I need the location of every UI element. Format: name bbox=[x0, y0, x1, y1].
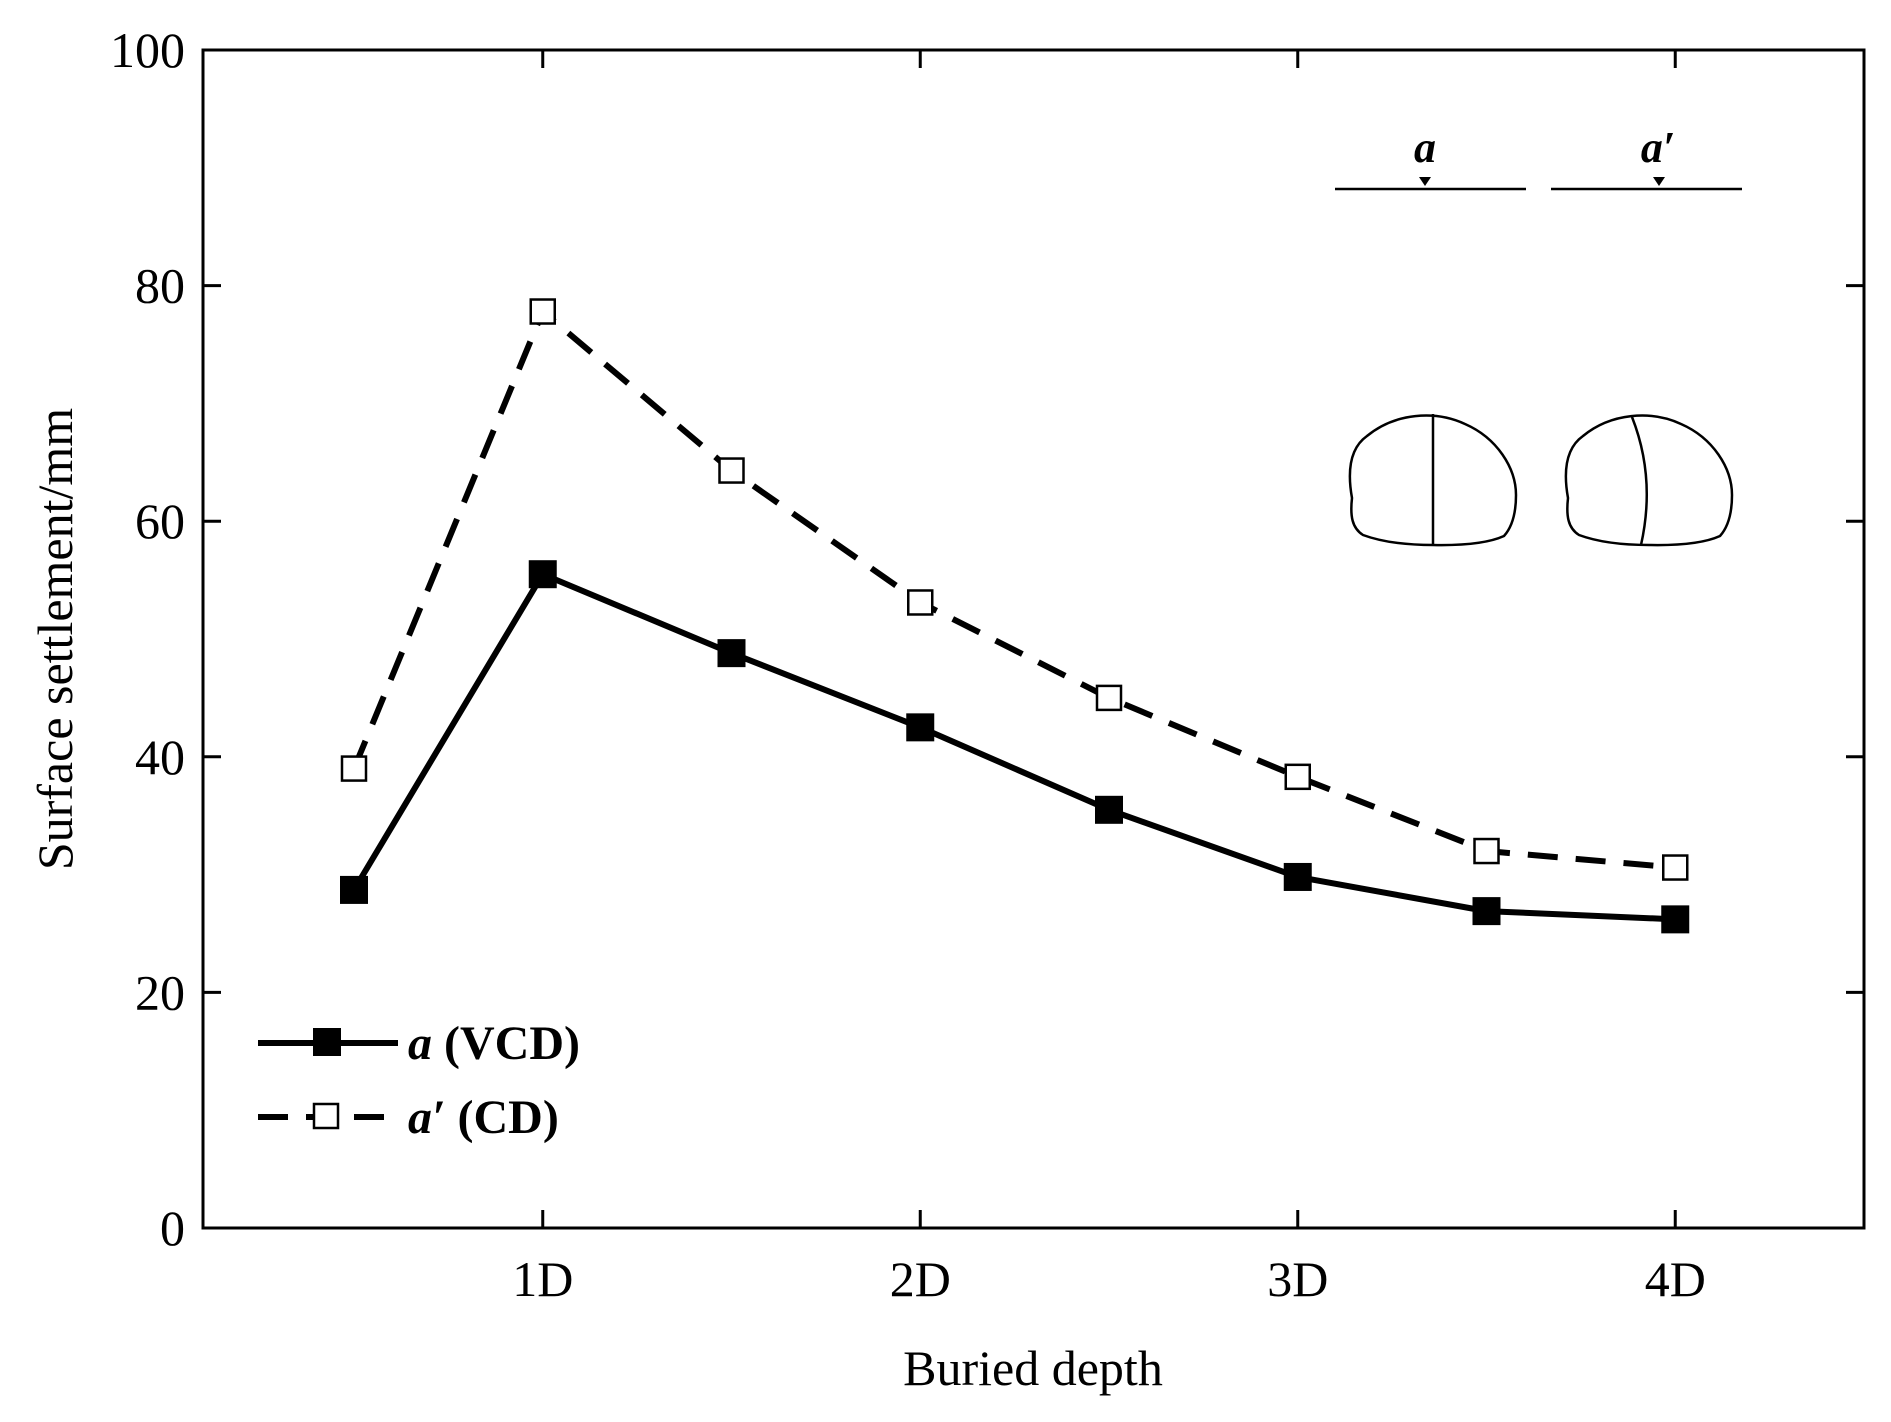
data-point-a-6 bbox=[1472, 897, 1501, 926]
inset-diagram: a a′ bbox=[1335, 123, 1742, 547]
x-tick-label-3D: 3D bbox=[1267, 1251, 1328, 1307]
inset-label-a-prime: a′ bbox=[1641, 123, 1675, 172]
data-point-a-prime-7 bbox=[1662, 854, 1689, 881]
inset-tunnel-a-prime bbox=[1564, 414, 1734, 547]
inset-marker-icon-a-prime bbox=[1653, 177, 1665, 186]
inset-partition-a-prime bbox=[1630, 416, 1648, 546]
inset-label-a: a bbox=[1414, 123, 1436, 172]
data-point-a-2 bbox=[717, 639, 746, 668]
x-axis: 1D 2D 3D 4D bbox=[512, 50, 1706, 1307]
inset-section-a-prime: a′ bbox=[1551, 123, 1742, 547]
data-point-a-prime-3 bbox=[907, 589, 934, 616]
x-tick-label-2D: 2D bbox=[890, 1251, 951, 1307]
data-point-a-0 bbox=[340, 875, 368, 904]
data-point-a-7 bbox=[1661, 905, 1690, 934]
legend-label-a: a (VCD) bbox=[408, 1017, 580, 1070]
data-point-a-prime-6 bbox=[1473, 837, 1500, 865]
data-point-a-prime-5 bbox=[1284, 763, 1311, 791]
x-tick-label-1D: 1D bbox=[512, 1251, 573, 1307]
data-point-a-5 bbox=[1283, 862, 1312, 891]
data-point-a-4 bbox=[1095, 795, 1123, 824]
data-point-a-prime-0 bbox=[340, 755, 368, 782]
y-tick-label-100: 100 bbox=[110, 22, 185, 78]
series-layer bbox=[340, 298, 1690, 934]
y-tick-label-60: 60 bbox=[135, 493, 185, 549]
y-tick-label-20: 20 bbox=[135, 964, 185, 1020]
legend-entry-a: a (VCD) bbox=[258, 1017, 580, 1070]
inset-section-a: a bbox=[1335, 123, 1526, 547]
data-point-a-prime-1 bbox=[529, 298, 556, 325]
y-tick-label-40: 40 bbox=[135, 729, 185, 785]
series-line-a bbox=[351, 571, 1676, 923]
data-point-a-3 bbox=[906, 713, 935, 742]
legend-label-a-prime: a′ (CD) bbox=[408, 1091, 559, 1144]
y-axis-label: Surface settlement/mm bbox=[27, 408, 83, 870]
legend: a (VCD) a′ (CD) bbox=[258, 1017, 580, 1144]
inset-marker-icon-a bbox=[1419, 177, 1431, 186]
data-point-a-prime-4 bbox=[1095, 684, 1123, 712]
y-tick-label-0: 0 bbox=[160, 1200, 185, 1256]
legend-marker-a-prime bbox=[312, 1102, 340, 1130]
series-line-a-prime bbox=[351, 308, 1676, 871]
plot-frame bbox=[201, 48, 1866, 1230]
x-axis-label: Buried depth bbox=[903, 1340, 1163, 1396]
y-tick-label-80: 80 bbox=[135, 258, 185, 314]
data-point-a-1 bbox=[528, 560, 557, 589]
legend-marker-a bbox=[313, 1028, 341, 1056]
data-point-a-prime-2 bbox=[718, 457, 745, 484]
inset-tunnel-a bbox=[1348, 414, 1518, 547]
y-axis: 0 20 40 60 80 100 bbox=[110, 22, 1864, 1256]
legend-entry-a-prime: a′ (CD) bbox=[258, 1091, 559, 1144]
x-tick-label-4D: 4D bbox=[1645, 1251, 1706, 1307]
